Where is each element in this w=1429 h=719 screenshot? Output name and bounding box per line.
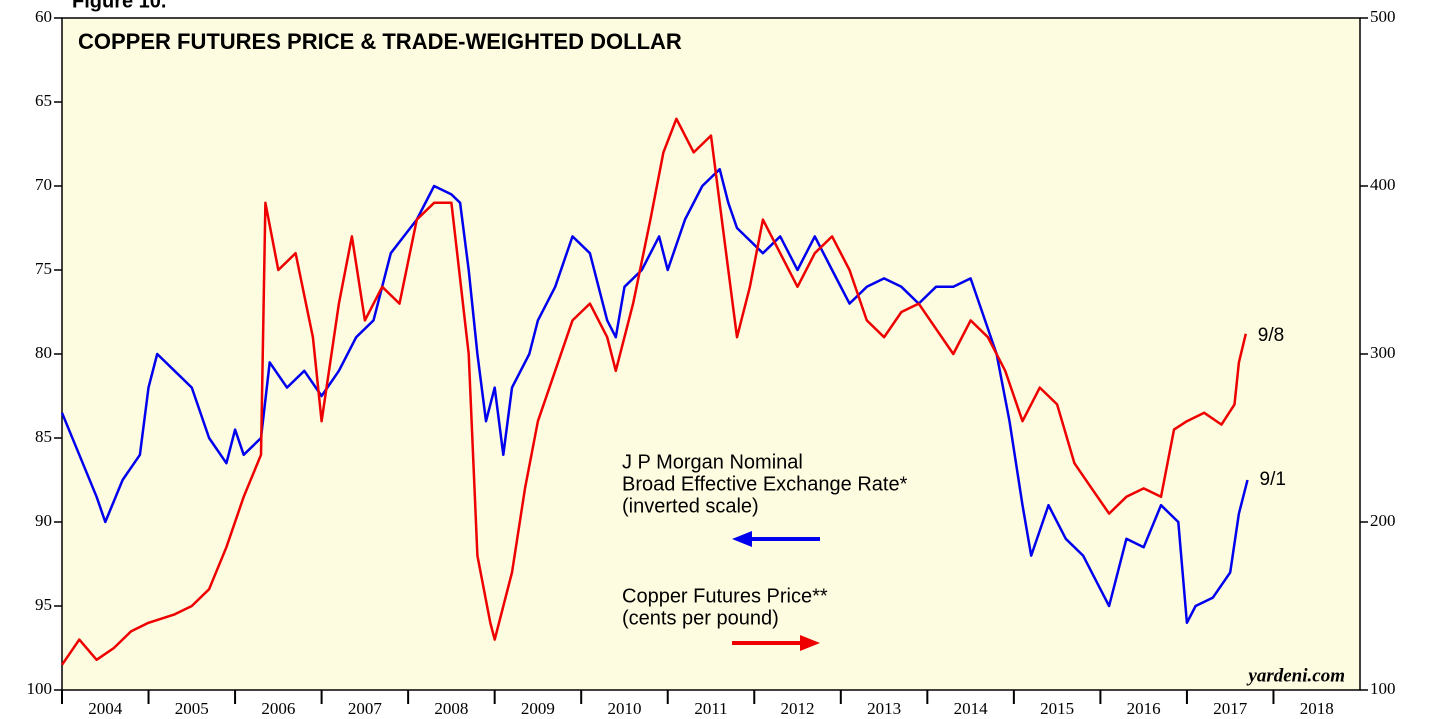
x-tick-label: 2010 bbox=[607, 699, 641, 718]
y-tick-label: 95 bbox=[35, 595, 52, 614]
legend-label: (cents per pound) bbox=[622, 607, 779, 629]
figure-label: Figure 10. bbox=[72, 0, 166, 12]
y-tick-label: 60 bbox=[35, 7, 52, 26]
x-tick-label: 2009 bbox=[521, 699, 555, 718]
y2-tick-label: 300 bbox=[1370, 343, 1396, 362]
x-tick-label: 2007 bbox=[348, 699, 383, 718]
x-tick-label: 2011 bbox=[694, 699, 727, 718]
end-label: 9/8 bbox=[1258, 325, 1284, 346]
y-tick-label: 70 bbox=[35, 175, 52, 194]
legend-label: (inverted scale) bbox=[622, 495, 759, 517]
y-tick-label: 65 bbox=[35, 91, 52, 110]
x-tick-label: 2013 bbox=[867, 699, 901, 718]
y2-tick-label: 400 bbox=[1370, 175, 1396, 194]
legend-arrows bbox=[732, 531, 820, 651]
y2-tick-label: 500 bbox=[1370, 7, 1396, 26]
y-tick-label: 90 bbox=[35, 511, 52, 530]
end-label: 9/1 bbox=[1260, 469, 1286, 490]
x-tick-label: 2004 bbox=[88, 699, 123, 718]
x-tick-label: 2005 bbox=[175, 699, 209, 718]
y2-tick-label: 100 bbox=[1370, 679, 1396, 698]
line bbox=[60, 167, 1249, 625]
x-tick-label: 2017 bbox=[1213, 699, 1248, 718]
y-tick-label: 100 bbox=[27, 679, 53, 698]
x-tick-label: 2012 bbox=[781, 699, 815, 718]
x-tick-label: 2006 bbox=[261, 699, 295, 718]
legend-label: J P Morgan Nominal bbox=[622, 451, 803, 473]
plot-area bbox=[61, 17, 1361, 691]
legend-label: Broad Effective Exchange Rate* bbox=[622, 473, 908, 495]
line bbox=[60, 117, 1248, 666]
legend-arrowhead bbox=[800, 635, 820, 651]
source: yardeni.com bbox=[1246, 665, 1345, 686]
chart-title: COPPER FUTURES PRICE & TRADE-WEIGHTED DO… bbox=[78, 29, 682, 54]
x-tick-label: 2008 bbox=[434, 699, 468, 718]
y-tick-label: 80 bbox=[35, 343, 52, 362]
x-tick-label: 2014 bbox=[954, 699, 989, 718]
y-tick-label: 75 bbox=[35, 259, 52, 278]
y2-tick-label: 200 bbox=[1370, 511, 1396, 530]
y-tick-label: 85 bbox=[35, 427, 52, 446]
x-tick-label: 2015 bbox=[1040, 699, 1074, 718]
legend-arrowhead bbox=[732, 531, 752, 547]
legend-label: Copper Futures Price** bbox=[622, 585, 828, 607]
x-tick-label: 2016 bbox=[1127, 699, 1161, 718]
x-tick-label: 2018 bbox=[1300, 699, 1334, 718]
